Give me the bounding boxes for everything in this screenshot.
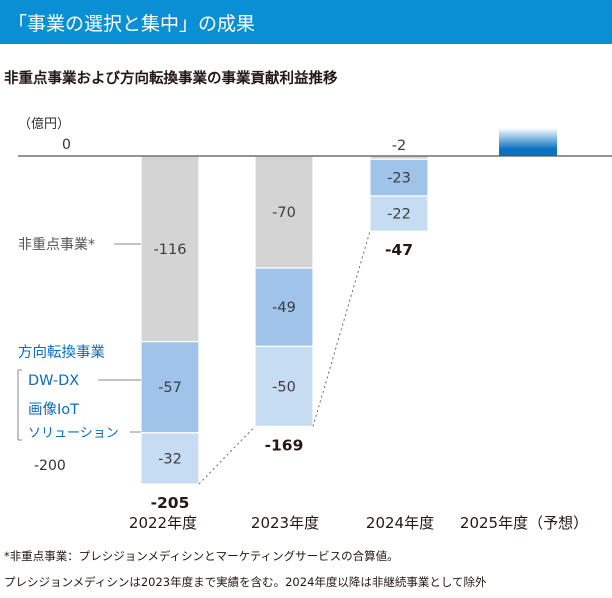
category-label-3: 2025年度（予想） — [460, 514, 588, 532]
bar-0-2 — [140, 432, 200, 485]
data-label-0-1: -57 — [158, 380, 182, 396]
footnote-1: *非重点事業：プレシジョンメディシンとマーケティングサービスの合算値。 — [4, 549, 399, 563]
total-label-0: -205 — [151, 494, 190, 512]
data-label-2-1: -23 — [387, 171, 411, 187]
bar-0-1 — [140, 341, 200, 434]
series-label-0: 非重点事業* — [18, 237, 95, 253]
banner-title: 「事業の選択と集中」の成果 — [8, 13, 256, 35]
category-label-2: 2024年度 — [366, 514, 434, 532]
footnote-2: プレシジョンメディシンは2023年度まで実績を含む。2024年度以降は非継続事業… — [4, 575, 487, 589]
data-label-1-1: -49 — [272, 300, 296, 316]
data-label-2-2: -22 — [387, 207, 411, 223]
bar-2-1 — [369, 158, 429, 197]
y-tick-label-1: -200 — [34, 458, 66, 474]
total-label-2: -47 — [385, 241, 413, 259]
series-label-2-line2: ソリューション — [28, 426, 119, 441]
total-label-1: -169 — [265, 436, 304, 454]
connector-line-1 — [312, 231, 371, 427]
data-label-0-2: -32 — [158, 451, 182, 467]
series-label-2-line1: 画像IoT — [28, 401, 79, 418]
bar-1-0 — [254, 155, 314, 269]
category-label-0: 2022年度 — [129, 514, 197, 532]
y-tick-label-0: 0 — [62, 137, 71, 153]
bar-1-2 — [254, 345, 314, 427]
data-label-1-0: -70 — [272, 205, 296, 221]
title-banner: 「事業の選択と集中」の成果 — [0, 0, 612, 44]
data-label-0-0: -116 — [154, 242, 187, 258]
group-label: 方向転換事業 — [18, 344, 105, 361]
bar-1-1 — [254, 267, 314, 348]
chart-subtitle: 非重点事業および方向転換事業の事業貢献利益推移 — [4, 71, 338, 87]
forecast-block — [499, 128, 557, 156]
data-label-1-2: -50 — [272, 379, 296, 395]
category-label-1: 2023年度 — [251, 514, 319, 532]
y-unit-label: （億円） — [18, 116, 70, 132]
bar-2-2 — [369, 195, 429, 232]
series-label-1: DW-DX — [28, 373, 79, 389]
connector-line-0 — [198, 426, 256, 485]
data-label-2-0: -2 — [392, 138, 406, 154]
